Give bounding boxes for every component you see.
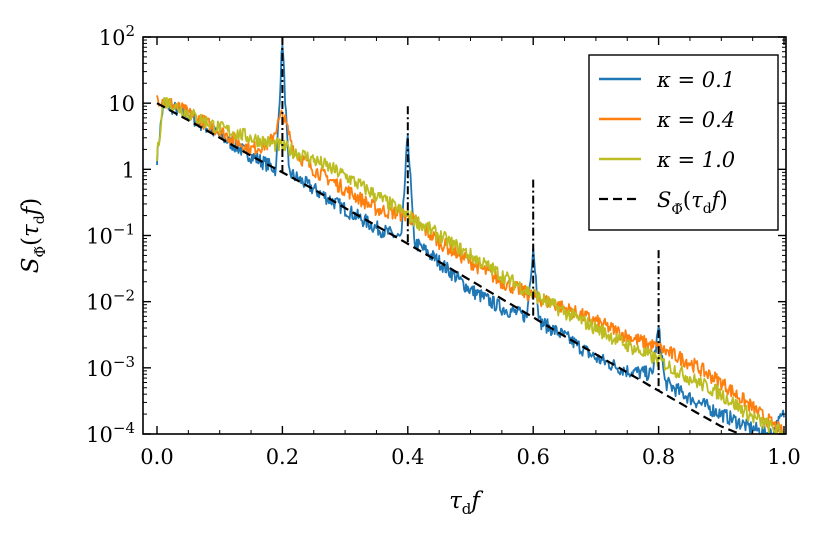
x-tick-label: 0.2 [266, 445, 299, 469]
x-tick-label: 0.0 [140, 445, 173, 469]
x-tick-label: 0.6 [516, 445, 549, 469]
x-tick-label: 0.4 [391, 445, 424, 469]
y-tick-label: 10−4 [86, 419, 135, 447]
y-tick-label: 102 [99, 22, 135, 50]
legend-label: SΦ̃(τdf) [657, 188, 728, 218]
axes: 0.0 0.2 0.4 0.6 0.8 1.0 10−4 10−3 10−2 10−1 1 10 102 [86, 22, 801, 469]
y-tick-label: 10−2 [86, 287, 135, 315]
x-axis-label: τdf [449, 488, 483, 518]
y-tick-label: 1 [122, 158, 135, 182]
series-line [156, 44, 785, 434]
legend-label: κ = 0.1 [656, 68, 735, 92]
legend-box [588, 54, 779, 231]
plot-area [156, 37, 785, 434]
x-tick-label: 1.0 [767, 445, 800, 469]
y-tick-label: 10−1 [86, 221, 135, 249]
y-axis-label: SΦ̃(τdf) [18, 198, 49, 273]
legend: κ = 0.1 κ = 0.4 κ = 1.0 SΦ̃(τdf) [588, 54, 779, 231]
x-tick-label: 0.8 [642, 445, 675, 469]
y-tick-label: 10 [108, 92, 135, 116]
series-line [156, 97, 785, 434]
legend-label: κ = 1.0 [656, 148, 735, 172]
legend-label: κ = 0.4 [656, 108, 735, 132]
series-line [156, 102, 741, 434]
y-tick-label: 10−3 [86, 353, 135, 381]
